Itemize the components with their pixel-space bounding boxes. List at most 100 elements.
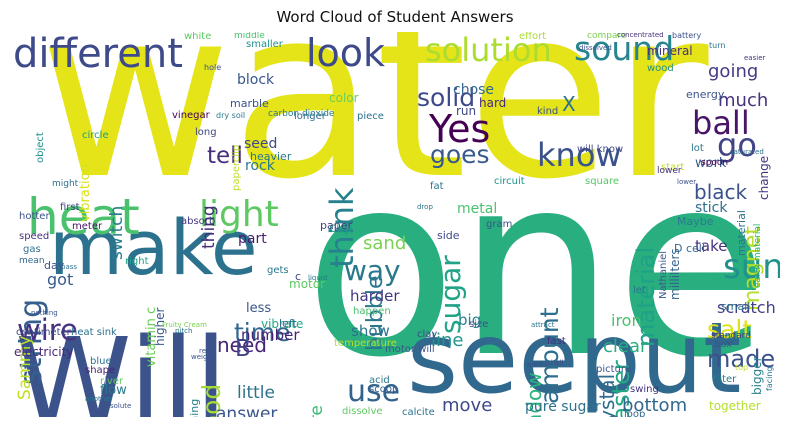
word-hard: hard — [479, 96, 507, 110]
word-bottom: bottom — [622, 395, 688, 416]
word-cloud: water one Will seeput make different heat look s… — [9, 32, 780, 417]
word-will-know: will know — [577, 144, 624, 155]
word-carbon-dioxide: carbon dioxide — [268, 109, 335, 119]
word-will: Will — [15, 312, 228, 417]
word-heat-sink: heat sink — [71, 327, 117, 338]
word-way: way — [344, 254, 401, 287]
word-motor-will: motor will — [385, 344, 435, 355]
word-absorb: absorb — [181, 216, 216, 227]
word-vibrate: vibrate — [261, 317, 304, 331]
word-mean: mean — [19, 256, 45, 266]
word-wood: wood — [647, 63, 674, 74]
word-lot: lot — [691, 143, 704, 154]
word-left: left — [279, 317, 297, 330]
word-liquid: liquid — [308, 274, 328, 282]
word-going: going — [708, 61, 759, 82]
word-happen: happen — [353, 306, 391, 317]
word-goes: goes — [430, 140, 490, 169]
word-time: time — [234, 318, 291, 347]
word-bigger: bigger — [750, 356, 764, 396]
word-iron: iron — [611, 311, 642, 330]
word-spoon: spoon — [701, 158, 729, 168]
word-acid: acid — [369, 375, 390, 386]
word-paperclip: paperclip — [231, 144, 242, 191]
word-together: together — [709, 399, 761, 413]
word-fat: fat — [430, 181, 444, 192]
word-b: B — [235, 336, 251, 362]
word-light: light — [199, 194, 279, 235]
word-speed: speed — [19, 231, 50, 242]
word-square: square — [585, 176, 620, 187]
word-metal: metal — [457, 201, 498, 217]
word-filter: filter — [713, 374, 737, 385]
word-blue: blue — [90, 356, 112, 367]
word-work: work — [695, 156, 727, 171]
word-side: side — [437, 229, 460, 242]
word-mixture: mixture — [307, 406, 327, 417]
word-change: change — [757, 156, 771, 201]
word-swing: swing — [630, 384, 659, 395]
word-go: go — [717, 126, 757, 164]
word-object: object — [35, 132, 46, 163]
word-line: line — [431, 330, 464, 351]
chart-title: Word Cloud of Student Answers — [276, 8, 514, 26]
word-weigh: weigh — [191, 353, 212, 361]
word-facing: facing — [765, 366, 774, 391]
word-calcite: calcite — [402, 407, 435, 418]
word-sound: sound — [574, 32, 675, 68]
word-seeput: seeput — [407, 302, 742, 416]
word-turn: turn — [709, 41, 726, 50]
word-dry-soil: dry soil — [216, 111, 246, 120]
word-mineral: mineral — [647, 44, 693, 58]
word-size: size — [469, 319, 489, 330]
word-saturated: saturated — [730, 148, 764, 156]
word-clear: clear — [603, 336, 648, 357]
word-standard: standard — [711, 331, 751, 341]
word-make: make — [49, 203, 258, 292]
word-less: less — [246, 301, 272, 316]
word-color: color — [329, 91, 359, 105]
word-vibration: vibration — [78, 164, 93, 223]
word-number: number — [241, 326, 300, 344]
word-d-cell: D cell — [674, 242, 705, 255]
word-red: red — [199, 347, 211, 355]
word-cup: cup — [329, 221, 353, 236]
word-chose: chose — [453, 82, 495, 98]
word-harder: harder — [350, 287, 400, 305]
word-circuit: circuit — [494, 176, 525, 187]
word-show: show — [351, 322, 390, 340]
word-c: c — [295, 270, 302, 283]
word-marble: marble — [230, 97, 269, 110]
word-temperature: temperature — [334, 338, 397, 349]
word-scoop: scoop — [369, 384, 399, 395]
word-day: day — [44, 259, 65, 272]
word-solution: solution — [425, 32, 552, 69]
word-little: little — [237, 383, 275, 403]
word-answer: answer — [216, 404, 278, 418]
word-fast: fast — [547, 336, 566, 347]
word-lower: lower — [657, 166, 682, 176]
word-rock: rock — [245, 158, 275, 174]
word-hotter: hotter — [19, 211, 50, 222]
word-pitch: pitch — [175, 327, 193, 335]
word-gram: gram — [486, 219, 513, 230]
word-different: different — [13, 32, 183, 77]
word-motor: motor — [289, 277, 326, 291]
word-loop: loop — [624, 409, 646, 418]
word-clay: clay — [417, 329, 438, 340]
word-box: box — [714, 339, 733, 350]
word-picture: picture — [596, 364, 631, 375]
word-dissolved: dissolved — [579, 44, 612, 52]
word-fruity-cream: Fruity Cream — [162, 321, 207, 329]
word-longer: longer — [294, 111, 326, 122]
word-much: much — [718, 90, 769, 111]
word-solute: solute — [110, 402, 132, 410]
word-heavier: heavier — [250, 150, 292, 163]
word-start: start — [661, 162, 685, 173]
word-tell: tell — [207, 143, 243, 169]
word-battery: battery — [672, 32, 702, 40]
word-use: use — [347, 374, 401, 409]
word-look: look — [306, 32, 386, 75]
word-x: X — [562, 92, 576, 116]
word-easier: easier — [744, 54, 766, 62]
